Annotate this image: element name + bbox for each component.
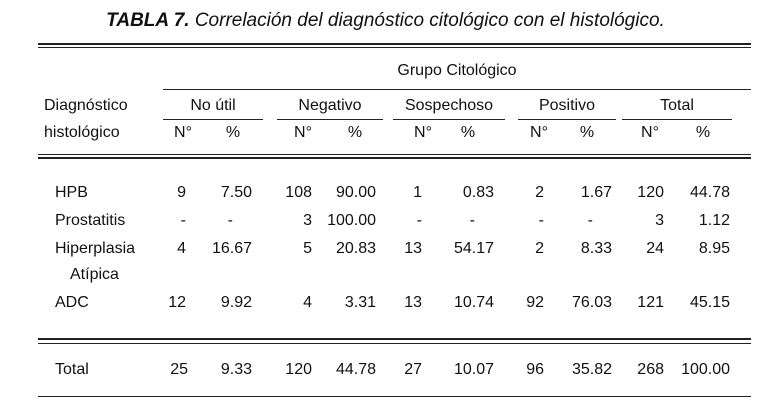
bottom-rule (38, 396, 751, 397)
table-cell: - (538, 212, 544, 229)
total-cell: 100.00 (681, 361, 730, 378)
col-header-sospechoso: Sospechoso (404, 97, 494, 114)
subheader-pct: % (347, 124, 363, 141)
table-cell: 12 (168, 294, 186, 311)
table-cell: - (587, 212, 593, 229)
total-cell: 10.07 (453, 361, 494, 378)
table-cell: 0.83 (462, 184, 494, 201)
col-underline-no-util (163, 119, 263, 120)
table-cell: 2 (535, 240, 544, 257)
col-header-total: Total (660, 97, 694, 114)
total-cell: 25 (170, 361, 188, 378)
row-label-adc: ADC (55, 294, 89, 311)
table-cell: 45.15 (689, 294, 730, 311)
table-cell: - (469, 212, 475, 229)
row-header-line1: Diagnóstico (44, 97, 128, 114)
table-cell: 44.78 (689, 184, 730, 201)
subheader-pct: % (460, 124, 476, 141)
subheader-pct: % (225, 124, 241, 141)
total-cell: 35.82 (571, 361, 612, 378)
col-underline-positivo (518, 119, 616, 120)
subheader-num: N° (294, 124, 312, 141)
subheader-num: N° (530, 124, 548, 141)
table-caption: Correlación del diagnóstico citológico c… (194, 10, 665, 31)
total-rule-1 (38, 338, 751, 340)
table-cell: 121 (637, 294, 664, 311)
table-cell: 108 (285, 184, 312, 201)
table-cell: 24 (646, 240, 664, 257)
table-title: TABLA 7. Correlación del diagnóstico cit… (0, 10, 771, 32)
subheader-num: N° (174, 124, 192, 141)
total-cell: 9.33 (220, 361, 252, 378)
total-cell: 96 (526, 361, 544, 378)
header-rule-1 (38, 154, 751, 155)
subheader-num: N° (641, 124, 659, 141)
table-cell: 120 (637, 184, 664, 201)
table-cell: - (180, 212, 186, 229)
col-underline-sospechoso (393, 119, 505, 120)
table-cell: 8.95 (698, 240, 730, 257)
table-cell: 13 (404, 294, 422, 311)
table-cell: 5 (303, 240, 312, 257)
row-header-line2: histológico (44, 124, 120, 141)
table-cell: - (416, 212, 422, 229)
table-cell: - (227, 212, 233, 229)
table-cell: 1 (413, 184, 422, 201)
table-cell: 1.67 (580, 184, 612, 201)
group-header: Grupo Citológico (397, 62, 517, 79)
subheader-num: N° (414, 124, 432, 141)
total-row-label: Total (55, 361, 89, 378)
table-cell: 20.83 (335, 240, 376, 257)
table-cell: 7.50 (220, 184, 252, 201)
header-rule-2 (38, 157, 751, 159)
table-cell: 8.33 (580, 240, 612, 257)
total-cell: 44.78 (335, 361, 376, 378)
col-header-positivo: Positivo (538, 97, 596, 114)
table-cell: 13 (404, 240, 422, 257)
row-label-hpb: HPB (55, 184, 88, 201)
table-cell: 4 (177, 240, 186, 257)
table-number: TABLA 7. (106, 10, 190, 31)
table-cell: 3.31 (344, 294, 376, 311)
row-label-prostatitis: Prostatitis (55, 212, 126, 229)
table-cell: 1.12 (698, 212, 730, 229)
table-cell: 90.00 (335, 184, 376, 201)
col-header-negativo: Negativo (298, 97, 362, 114)
table-cell: 3 (655, 212, 664, 229)
table-cell: 10.74 (453, 294, 494, 311)
row-label-hiperplasia: Hiperplasia (55, 240, 136, 257)
subheader-pct: % (579, 124, 595, 141)
table-cell: 4 (303, 294, 312, 311)
table-cell: 54.17 (453, 240, 494, 257)
col-header-no-util: No útil (190, 97, 236, 114)
table-cell: 2 (535, 184, 544, 201)
top-rule-1 (38, 43, 751, 45)
total-rule-2 (38, 343, 751, 344)
table-cell: 3 (303, 212, 312, 229)
table-cell: 76.03 (571, 294, 612, 311)
total-cell: 27 (404, 361, 422, 378)
row-label-hiperplasia-line2: Atípica (70, 266, 119, 283)
table-cell: 16.67 (211, 240, 252, 257)
table-cell: 92 (526, 294, 544, 311)
top-rule-2 (38, 47, 751, 48)
group-underline (163, 89, 751, 90)
total-cell: 120 (285, 361, 312, 378)
col-underline-total (622, 119, 732, 120)
table-cell: 100.00 (327, 212, 376, 229)
total-cell: 268 (637, 361, 664, 378)
table-cell: 9 (177, 184, 186, 201)
table-cell: 9.92 (220, 294, 252, 311)
col-underline-negativo (277, 119, 383, 120)
subheader-pct: % (695, 124, 711, 141)
